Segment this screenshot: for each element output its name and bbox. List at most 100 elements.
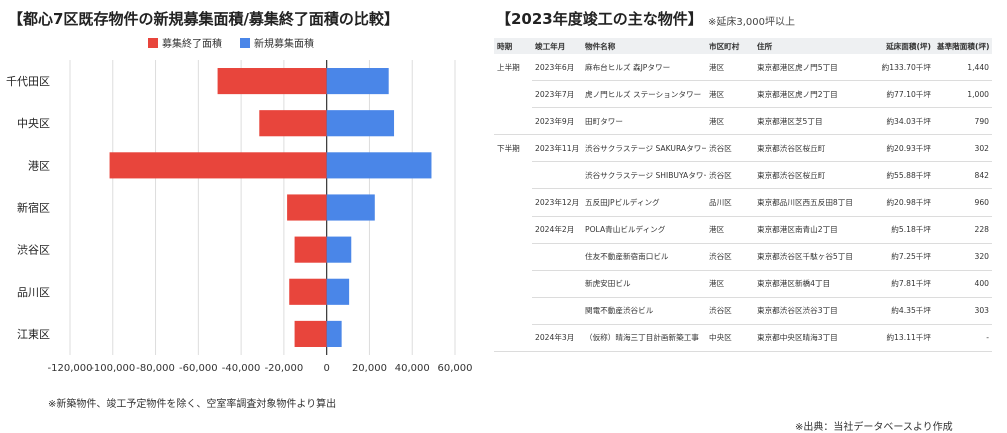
table-cell-address: 東京都中央区晴海3丁目 (754, 324, 872, 353)
table-cell-period: 下半期 (497, 144, 520, 154)
header-city: 市区町村 (706, 38, 754, 54)
table-cell-city: 港区 (706, 54, 754, 82)
properties-table: 時期 竣工年月 物件名称 市区町村 住所 延床面積(坪) 基準階面積(坪) 上半… (494, 38, 992, 353)
x-tick-label: -100,000 (90, 363, 135, 374)
table-cell-name: （仮称）晴海三丁目計画新築工事 (582, 324, 706, 353)
legend-label-ended: 募集終了面積 (162, 37, 222, 50)
chart-footnote: ※新築物件、竣工予定物件を除く、空室率調査対象物件より算出 (48, 399, 337, 410)
table-cell-city: 港区 (706, 270, 754, 298)
table-cell-standard-floor: 303 (934, 297, 992, 325)
table-cell-address: 東京都港区虎ノ門2丁目 (754, 80, 872, 109)
bar-new (326, 236, 352, 263)
table-cell-name: 渋谷サクラステージ SAKURAタワー (582, 134, 706, 163)
table-cell-city: 渋谷区 (706, 297, 754, 325)
header-completion: 竣工年月 (532, 38, 582, 54)
bar-ended (287, 194, 327, 221)
table-header-row: 時期 竣工年月 物件名称 市区町村 住所 延床面積(坪) 基準階面積(坪) (494, 38, 992, 54)
chart-title: 【都心7区既存物件の新規募集面積/募集終了面積の比較】 (8, 10, 399, 28)
table-cell-city: 渋谷区 (706, 134, 754, 163)
category-label: 渋谷区 (17, 244, 50, 257)
table-cell-name: POLA青山ビルディング (582, 216, 706, 244)
category-label: 新宿区 (17, 201, 50, 215)
table-cell-standard-floor: 320 (934, 243, 992, 271)
table-cell-floor-area: 約77.10千坪 (872, 80, 934, 109)
table-cell-period (494, 324, 532, 353)
legend-swatch-new (240, 38, 250, 48)
table-note: ※延床3,000坪以上 (708, 17, 796, 28)
table-cell-city: 中央区 (706, 324, 754, 353)
category-label: 千代田区 (6, 75, 50, 88)
table-cell-period (494, 81, 532, 108)
table-cell-floor-area: 約7.81千坪 (872, 270, 934, 298)
table-cell-period (494, 216, 532, 243)
category-label: 港区 (28, 159, 50, 172)
table-cell-standard-floor: - (934, 324, 992, 353)
header-floor-area: 延床面積(坪) (872, 38, 934, 54)
x-tick-label: 40,000 (395, 363, 430, 374)
table-cell-address: 東京都港区新橋4丁目 (754, 270, 872, 298)
table-cell-completion: 2023年6月 (532, 54, 582, 82)
table-cell-period (494, 270, 532, 297)
table-cell-completion: 2023年11月 (532, 134, 582, 163)
table-cell-completion (532, 161, 582, 190)
table-row: 渋谷サクラステージ SHIBUYAタワー 渋谷区 東京都渋谷区桜丘町 約55.88千坪… (494, 161, 992, 190)
table-cell-name: 渋谷サクラステージ SHIBUYAタワー (582, 161, 706, 190)
table-cell-completion: 2024年2月 (532, 216, 582, 244)
table-cell-completion: 2024年3月 (532, 324, 582, 353)
table-cell-period (494, 189, 532, 216)
table-cell-floor-area: 約20.93千坪 (872, 134, 934, 163)
table-cell-address: 東京都港区南青山2丁目 (754, 216, 872, 244)
table-cell-completion: 2023年12月 (532, 188, 582, 217)
table-cell-floor-area: 約133.70千坪 (872, 54, 934, 82)
table-row: 2023年7月 虎ノ門ヒルズ ステーションタワー 港区 東京都港区虎ノ門2丁目 約77.… (494, 80, 992, 109)
table-cell-standard-floor: 1,000 (934, 80, 992, 109)
header-standard-floor: 基準階面積(坪) (934, 38, 992, 54)
table-cell-standard-floor: 1,440 (934, 54, 992, 82)
table-cell-completion (532, 243, 582, 271)
x-tick-label: -40,000 (222, 363, 261, 374)
table-cell-completion: 2023年9月 (532, 107, 582, 136)
table-cell-floor-area: 約20.98千坪 (872, 188, 934, 217)
header-period: 時期 (494, 38, 532, 54)
bar-ended (294, 320, 327, 347)
table-cell-period (494, 162, 532, 189)
x-tick-label: -20,000 (265, 363, 304, 374)
table-cell-completion (532, 270, 582, 298)
x-tick-label: -80,000 (136, 363, 175, 374)
x-tick-label: 60,000 (438, 363, 473, 374)
bar-ended (259, 110, 327, 137)
bar-ended (217, 68, 327, 95)
table-cell-period (494, 297, 532, 324)
table-cell-address: 東京都渋谷区千駄ヶ谷5丁目 (754, 243, 872, 271)
table-cell-standard-floor: 790 (934, 107, 992, 136)
table-cell-name: 麻布台ヒルズ 森JPタワー (582, 54, 706, 82)
table-cell-period: 上半期 (497, 62, 520, 72)
table-cell-address: 東京都渋谷区渋谷3丁目 (754, 297, 872, 325)
table-cell-standard-floor: 228 (934, 216, 992, 244)
x-tick-label: -120,000 (48, 363, 93, 374)
x-tick-label: 20,000 (352, 363, 387, 374)
table-cell-floor-area: 約7.25千坪 (872, 243, 934, 271)
table-row: 住友不動産新宿南口ビル 渋谷区 東京都渋谷区千駄ヶ谷5丁目 約7.25千坪 320 (494, 243, 992, 271)
x-tick-label: -60,000 (179, 363, 218, 374)
table-cell-name: 関電不動産渋谷ビル (582, 297, 706, 325)
source-note: ※出典：当社データベースより作成 (795, 422, 953, 433)
table-cell-city: 渋谷区 (706, 243, 754, 271)
table-row: 2023年9月 田町タワー 港区 東京都港区芝5丁目 約34.03千坪 790 (494, 107, 992, 136)
table-cell-standard-floor: 400 (934, 270, 992, 298)
bar-new (326, 110, 395, 137)
bar-ended (109, 152, 327, 179)
category-label: 品川区 (17, 286, 50, 299)
category-label: 江東区 (17, 328, 50, 341)
table-cell-city: 港区 (706, 107, 754, 136)
table-cell-floor-area: 約4.35千坪 (872, 297, 934, 325)
table-cell-period (494, 243, 532, 270)
table-row: 新虎安田ビル 港区 東京都港区新橋4丁目 約7.81千坪 400 (494, 270, 992, 298)
table-cell-address: 東京都渋谷区桜丘町 (754, 134, 872, 163)
bar-new (326, 152, 432, 179)
table-cell-name: 五反田JPビルディング (582, 188, 706, 217)
table-cell-floor-area: 約5.18千坪 (872, 216, 934, 244)
table-cell-address: 東京都品川区西五反田8丁目 (754, 188, 872, 217)
table-row: 2024年2月 POLA青山ビルディング 港区 東京都港区南青山2丁目 約5.18千坪 2… (494, 216, 992, 244)
table-row: 2023年12月 五反田JPビルディング 品川区 東京都品川区西五反田8丁目 約20.9… (494, 188, 992, 217)
